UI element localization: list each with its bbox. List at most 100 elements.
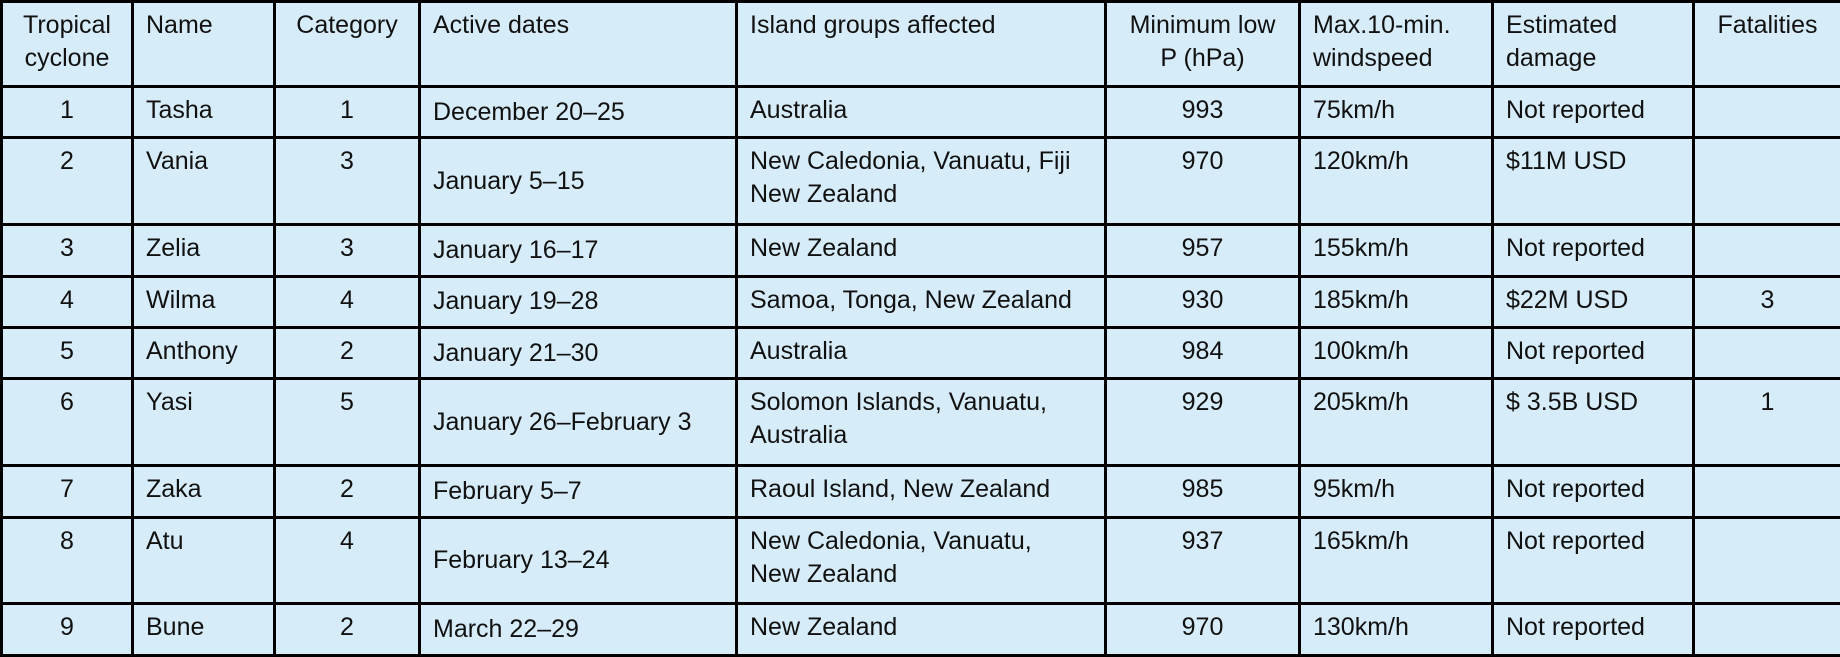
table-cell: 100km/h <box>1298 326 1494 381</box>
table-cell: 993 <box>1104 84 1301 140</box>
table-cell: Not reported <box>1491 602 1695 657</box>
table-row: 6 Yasi 5 January 26–February 3 Solomon Islan… <box>0 377 1840 468</box>
table-cell: Bune <box>131 602 276 657</box>
table-cell: 970 <box>1104 602 1301 657</box>
table-cell: 205km/h <box>1298 377 1494 468</box>
table-cell <box>1692 223 1840 278</box>
table-cell: 8 <box>0 515 134 606</box>
table-cell: 155km/h <box>1298 223 1494 278</box>
header-cell: Tropical cyclone <box>0 0 134 88</box>
table-cell: Atu <box>131 515 276 606</box>
table-cell: 930 <box>1104 274 1301 330</box>
table-cell: 2 <box>273 326 421 381</box>
table-cell <box>1692 136 1840 227</box>
header-cell: Category <box>273 0 421 88</box>
table-cell: Not reported <box>1491 464 1695 519</box>
table-cell: 6 <box>0 377 134 468</box>
table-cell: 130km/h <box>1298 602 1494 657</box>
table-cell: Not reported <box>1491 326 1695 381</box>
table-cell: Solomon Islands, Vanuatu, Australia <box>735 377 1107 468</box>
table-cell: 4 <box>273 274 421 330</box>
header-cell: Fatalities <box>1692 0 1840 88</box>
table-cell: 9 <box>0 602 134 657</box>
table-cell: 2 <box>0 136 134 227</box>
header-row: Tropical cyclone Name Category Active dates… <box>0 0 1840 88</box>
table-row: 5 Anthony 2 January 21–30 Australia 984 100km/… <box>0 326 1840 381</box>
table-cell: 1 <box>1692 377 1840 468</box>
table-cell: 984 <box>1104 326 1301 381</box>
table-cell: New Caledonia, Vanuatu, New Zealand <box>735 515 1107 606</box>
table-cell: $ 3.5B USD <box>1491 377 1695 468</box>
header-cell: Active dates <box>418 0 738 88</box>
table-cell: January 26–February 3 <box>418 377 738 468</box>
table-cell: Not reported <box>1491 515 1695 606</box>
table-cell: January 21–30 <box>418 326 738 381</box>
table-row: 1 Tasha 1 December 20–25 Australia 993 75km/h N… <box>0 84 1840 140</box>
table-cell: Yasi <box>131 377 276 468</box>
table-cell: February 13–24 <box>418 515 738 606</box>
table-cell: 4 <box>0 274 134 330</box>
table-row: 9 Bune 2 March 22–29 New Zealand 970 130km/h No… <box>0 602 1840 657</box>
table-cell: Zelia <box>131 223 276 278</box>
table-cell: January 19–28 <box>418 274 738 330</box>
table-cell: New Zealand <box>735 223 1107 278</box>
table-cell: Samoa, Tonga, New Zealand <box>735 274 1107 330</box>
header-cell: Name <box>131 0 276 88</box>
table-cell: February 5–7 <box>418 464 738 519</box>
table-cell: March 22–29 <box>418 602 738 657</box>
table-cell: 1 <box>0 84 134 140</box>
table-cell: Vania <box>131 136 276 227</box>
table-cell: $11M USD <box>1491 136 1695 227</box>
table-cell: 937 <box>1104 515 1301 606</box>
table-cell: 3 <box>0 223 134 278</box>
table-cell: 3 <box>273 136 421 227</box>
header-cell: Island groups affected <box>735 0 1107 88</box>
table-cell: 5 <box>0 326 134 381</box>
table-cell: Australia <box>735 326 1107 381</box>
table-cell: 5 <box>273 377 421 468</box>
table-row: 4 Wilma 4 January 19–28 Samoa, Tonga, New Ze… <box>0 274 1840 330</box>
table-cell: 957 <box>1104 223 1301 278</box>
table-cell: $22M USD <box>1491 274 1695 330</box>
table-cell <box>1692 464 1840 519</box>
table-cell: 970 <box>1104 136 1301 227</box>
table-cell <box>1692 326 1840 381</box>
header-cell: Max.10-min. windspeed <box>1298 0 1494 88</box>
table-row: 3 Zelia 3 January 16–17 New Zealand 957 155km/… <box>0 223 1840 278</box>
table-cell: Wilma <box>131 274 276 330</box>
table-cell: Australia <box>735 84 1107 140</box>
table-cell: Not reported <box>1491 84 1695 140</box>
table-cell: Tasha <box>131 84 276 140</box>
table-cell: 2 <box>273 602 421 657</box>
table-cell: 1 <box>273 84 421 140</box>
table-cell: December 20–25 <box>418 84 738 140</box>
table-row: 8 Atu 4 February 13–24 New Caledonia, Vanuat… <box>0 515 1840 606</box>
table-cell: 929 <box>1104 377 1301 468</box>
table-cell: 75km/h <box>1298 84 1494 140</box>
table-cell: 985 <box>1104 464 1301 519</box>
table-cell: 3 <box>273 223 421 278</box>
header-cell: Minimum low P (hPa) <box>1104 0 1301 88</box>
table-cell: New Zealand <box>735 602 1107 657</box>
table-cell: 95km/h <box>1298 464 1494 519</box>
table-cell: New Caledonia, Vanuatu, Fiji New Zealand <box>735 136 1107 227</box>
table-cell: 4 <box>273 515 421 606</box>
table-cell <box>1692 602 1840 657</box>
table-cell: 165km/h <box>1298 515 1494 606</box>
table-cell: January 5–15 <box>418 136 738 227</box>
table-cell <box>1692 84 1840 140</box>
table-body: 1 Tasha 1 December 20–25 Australia 993 75km/h N… <box>0 84 1840 657</box>
table-cell: Not reported <box>1491 223 1695 278</box>
table-cell: January 16–17 <box>418 223 738 278</box>
table-row: 7 Zaka 2 February 5–7 Raoul Island, New Zeal… <box>0 464 1840 519</box>
table-cell: 3 <box>1692 274 1840 330</box>
table-row: 2 Vania 3 January 5–15 New Caledonia, Vanuat… <box>0 136 1840 227</box>
header-cell: Estimated damage <box>1491 0 1695 88</box>
table-cell: 7 <box>0 464 134 519</box>
table-cell: 185km/h <box>1298 274 1494 330</box>
table-cell: 2 <box>273 464 421 519</box>
table-cell: Anthony <box>131 326 276 381</box>
table-cell <box>1692 515 1840 606</box>
